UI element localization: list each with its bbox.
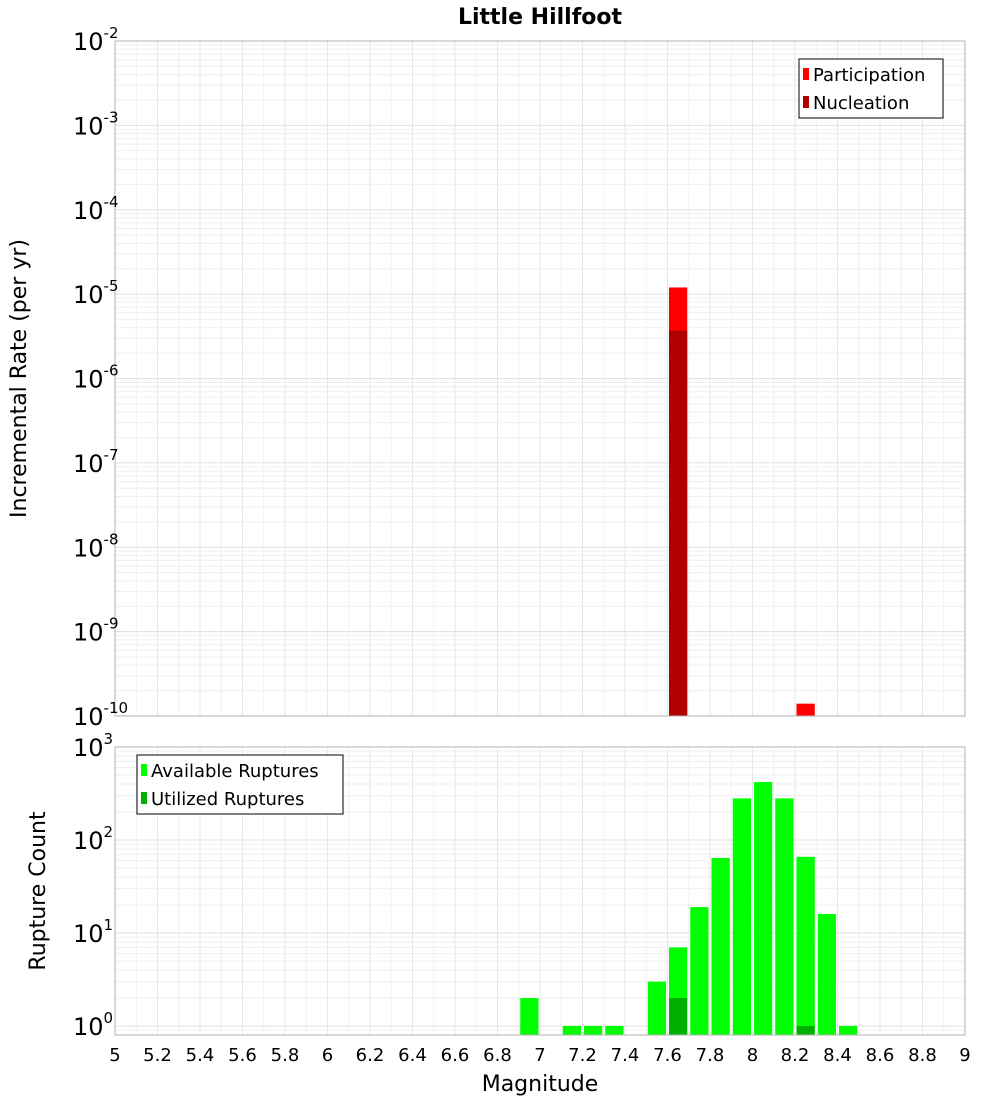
y-tick-base: 10: [73, 28, 104, 56]
x-tick-label: 8.6: [866, 1045, 895, 1066]
x-tick-label: 6.2: [356, 1045, 385, 1066]
x-tick-label: 7.4: [611, 1045, 640, 1066]
legend-swatch: [141, 792, 147, 804]
x-axis-label: Magnitude: [482, 1072, 599, 1097]
bar-available-ruptures-13: [839, 1025, 858, 1035]
y-tick-exponent: -10: [104, 699, 129, 717]
x-tick-label: 5.2: [143, 1045, 172, 1066]
legend-swatch: [803, 96, 809, 108]
y-axis-label: Rupture Count: [26, 811, 51, 971]
bar-available-ruptures-8: [732, 798, 751, 1035]
legend-box: [136, 754, 344, 815]
plot-border: [114, 746, 966, 1036]
legend-label: Participation: [813, 65, 925, 86]
x-tick-label: 8: [747, 1045, 758, 1066]
legend-box: [798, 58, 944, 119]
x-tick-label: 7.8: [696, 1045, 725, 1066]
y-tick-exponent: -9: [104, 615, 119, 633]
x-tick-label: 6.4: [398, 1045, 427, 1066]
x-tick-label: 8.4: [823, 1045, 852, 1066]
x-tick-label: 7.2: [568, 1045, 597, 1066]
y-tick-label: 101: [73, 916, 113, 948]
bar-participation-1: [796, 703, 815, 716]
bar-nucleation-0: [669, 330, 688, 716]
y-tick-exponent: -8: [104, 530, 119, 548]
y-tick-base: 10: [73, 112, 104, 140]
bar-utilized-ruptures-1: [796, 1025, 815, 1035]
x-tick-label: 7.6: [653, 1045, 682, 1066]
bar-available-ruptures-12: [817, 914, 836, 1035]
y-tick-base: 10: [73, 827, 104, 855]
y-tick-base: 10: [73, 734, 104, 762]
x-tick-label: 6.8: [483, 1045, 512, 1066]
y-tick-base: 10: [73, 366, 104, 394]
legend: Available Ruptures Utilized Ruptures: [136, 754, 344, 815]
y-tick-exponent: -7: [104, 446, 119, 464]
y-tick-exponent: -2: [104, 24, 119, 42]
y-tick-label: 102: [73, 823, 113, 855]
y-tick-label: 100: [73, 1009, 113, 1041]
y-tick-base: 10: [73, 703, 104, 731]
y-tick-label: 10-8: [73, 530, 119, 562]
y-tick-label: 10-2: [73, 24, 119, 56]
y-tick-exponent: 0: [104, 1009, 114, 1027]
bar-available-ruptures-7: [711, 858, 730, 1035]
bar-available-ruptures-6: [690, 907, 709, 1035]
y-tick-base: 10: [73, 281, 104, 309]
x-tick-label: 5.4: [186, 1045, 215, 1066]
bar-available-ruptures-11: [796, 856, 815, 1035]
chart-panel-0: 10-210-310-410-510-610-710-810-910-10Lit…: [7, 5, 966, 731]
y-tick-label: 10-9: [73, 615, 119, 647]
y-tick-label: 10-7: [73, 446, 119, 478]
y-tick-label: 10-6: [73, 362, 119, 394]
bar-available-ruptures-3: [605, 1025, 624, 1035]
x-tick-label: 7: [534, 1045, 545, 1066]
y-tick-exponent: 3: [104, 730, 114, 748]
y-tick-label: 103: [73, 730, 113, 762]
legend-label: Available Ruptures: [151, 761, 319, 782]
x-tick-label: 5.6: [228, 1045, 257, 1066]
x-tick-label: 6.6: [441, 1045, 470, 1066]
y-tick-label: 10-10: [73, 699, 128, 731]
y-axis-label: Incremental Rate (per yr): [7, 239, 32, 518]
y-tick-exponent: -5: [104, 277, 119, 295]
bar-available-ruptures-4: [647, 981, 666, 1035]
x-tick-label: 5: [109, 1045, 120, 1066]
legend-label: Nucleation: [813, 93, 909, 114]
legend-label: Utilized Ruptures: [151, 789, 304, 810]
y-tick-base: 10: [73, 619, 104, 647]
y-tick-base: 10: [73, 197, 104, 225]
y-tick-base: 10: [73, 534, 104, 562]
x-tick-label: 5.8: [271, 1045, 300, 1066]
x-tick-label: 8.8: [908, 1045, 937, 1066]
bar-available-ruptures-0: [520, 997, 539, 1035]
x-tick-label: 6: [322, 1045, 333, 1066]
y-tick-label: 10-5: [73, 277, 119, 309]
bar-utilized-ruptures-0: [669, 997, 688, 1035]
bar-available-ruptures-10: [775, 798, 794, 1035]
x-tick-label: 9: [959, 1045, 970, 1066]
y-tick-exponent: -3: [104, 108, 119, 126]
y-tick-base: 10: [73, 1013, 104, 1041]
chart-title: Little Hillfoot: [458, 5, 623, 30]
bar-available-ruptures-2: [584, 1025, 603, 1035]
legend: Participation Nucleation: [798, 58, 944, 119]
y-tick-exponent: 1: [104, 916, 114, 934]
x-tick-label: 8.2: [781, 1045, 810, 1066]
y-tick-base: 10: [73, 450, 104, 478]
y-tick-exponent: 2: [104, 823, 114, 841]
legend-swatch: [803, 68, 809, 80]
bar-available-ruptures-9: [754, 782, 773, 1035]
y-tick-exponent: -6: [104, 362, 119, 380]
y-tick-label: 10-4: [73, 193, 119, 225]
bar-available-ruptures-1: [562, 1025, 581, 1035]
legend-swatch: [141, 764, 147, 776]
plot-border: [114, 40, 966, 717]
y-tick-exponent: -4: [104, 193, 119, 211]
y-tick-base: 10: [73, 920, 104, 948]
y-tick-label: 10-3: [73, 108, 119, 140]
